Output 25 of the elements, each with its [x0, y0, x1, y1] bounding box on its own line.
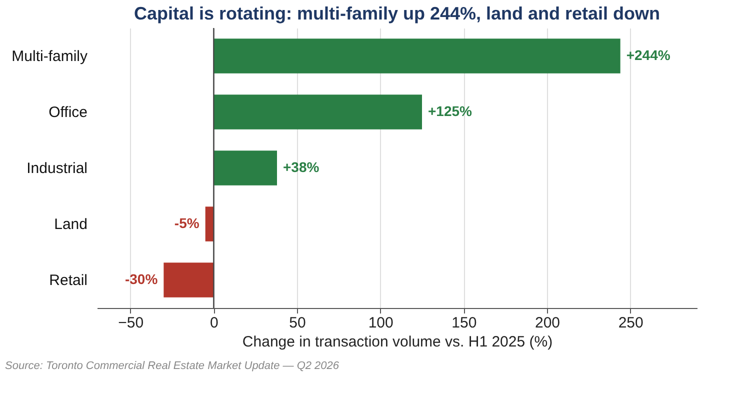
x-tick-label: −50	[118, 314, 144, 332]
data-label: +38%	[283, 159, 320, 175]
y-tick-label: Land	[54, 216, 88, 233]
x-tick-label: 50	[289, 314, 306, 332]
data-label: -30%	[124, 271, 158, 287]
x-axis-title: Change in transaction volume vs. H1 2025 (%)	[242, 334, 553, 350]
bar	[214, 38, 620, 74]
x-tick-label: 200	[534, 314, 560, 332]
x-tick-label: 250	[618, 314, 644, 332]
x-tick-label: 0	[210, 314, 218, 332]
data-label: +125%	[428, 103, 473, 119]
bar	[214, 94, 422, 130]
bar	[205, 206, 214, 242]
y-tick-label: Office	[48, 104, 88, 121]
bar	[214, 150, 277, 186]
data-label: +244%	[626, 47, 671, 63]
source-note: Source: Toronto Commercial Real Estate Market Update — Q2 2026	[5, 360, 340, 372]
bar	[164, 262, 214, 298]
data-label: -5%	[174, 215, 200, 231]
y-tick-label: Retail	[49, 272, 88, 289]
x-tick-label: 150	[452, 314, 477, 332]
y-tick-label: Multi-family	[12, 48, 88, 65]
x-tick-label: 100	[368, 314, 394, 332]
y-tick-label: Industrial	[26, 160, 88, 177]
chart-title: Capital is rotating: multi-family up 244%, land and retail down	[134, 3, 660, 24]
